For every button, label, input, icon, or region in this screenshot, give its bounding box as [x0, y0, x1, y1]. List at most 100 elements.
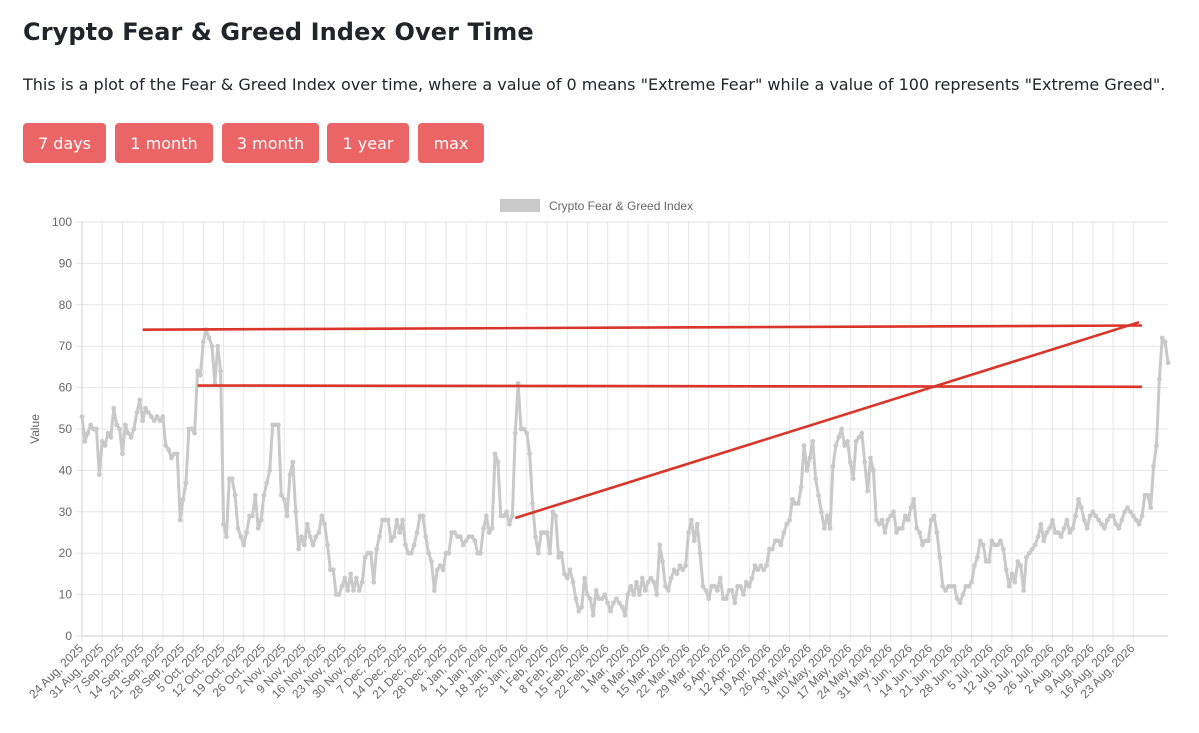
data-point — [411, 542, 417, 548]
data-point — [489, 525, 495, 531]
data-point — [1081, 517, 1087, 523]
data-point — [634, 579, 639, 585]
data-point — [307, 534, 313, 540]
data-point — [483, 513, 489, 519]
data-point — [111, 405, 117, 411]
data-point — [1041, 538, 1047, 544]
data-point — [1026, 550, 1032, 556]
annotation-line — [197, 384, 1143, 389]
data-point — [844, 439, 850, 444]
data-point — [452, 530, 457, 535]
data-point — [1000, 546, 1006, 552]
data-point — [180, 496, 186, 502]
data-point — [974, 554, 980, 560]
data-point — [316, 530, 322, 535]
data-point — [157, 418, 163, 424]
data-point — [264, 480, 270, 486]
data-point — [911, 496, 917, 502]
data-point — [371, 579, 377, 585]
data-point — [928, 517, 934, 523]
data-point — [166, 447, 172, 453]
data-point — [1110, 513, 1116, 519]
data-point — [703, 588, 709, 593]
data-point — [801, 443, 807, 448]
data-point — [457, 534, 463, 540]
data-point — [209, 343, 215, 349]
data-point — [1084, 525, 1090, 531]
data-point — [998, 538, 1003, 544]
data-point — [778, 542, 784, 548]
range-button-3-month[interactable]: 3 month — [222, 123, 319, 163]
data-point — [905, 517, 911, 523]
y-tick-label: 40 — [59, 463, 73, 477]
data-point — [336, 592, 342, 597]
data-point — [691, 538, 697, 544]
data-point — [836, 434, 842, 440]
data-point — [434, 567, 440, 573]
data-point — [377, 534, 382, 540]
data-point — [501, 513, 507, 519]
data-point — [625, 592, 631, 597]
data-point — [619, 604, 625, 610]
data-point — [221, 521, 226, 527]
data-point — [873, 517, 879, 523]
data-point — [472, 538, 478, 544]
data-point — [663, 583, 668, 589]
data-point — [758, 563, 764, 569]
range-button-1-month[interactable]: 1 month — [115, 123, 213, 163]
y-tick-label: 80 — [59, 298, 73, 312]
data-point — [206, 335, 212, 341]
data-point — [278, 492, 284, 498]
data-point — [85, 430, 91, 436]
data-point — [1058, 534, 1064, 540]
data-point — [553, 513, 559, 519]
data-point — [301, 542, 307, 548]
data-point — [810, 439, 816, 444]
range-button-1-year[interactable]: 1 year — [327, 123, 409, 163]
data-point — [576, 608, 582, 614]
data-point — [1003, 567, 1009, 573]
data-point — [183, 480, 189, 486]
data-point — [547, 550, 553, 556]
data-point — [1159, 335, 1165, 341]
data-point — [492, 451, 498, 457]
data-point — [287, 472, 293, 477]
range-button-7-days[interactable]: 7 days — [23, 123, 106, 163]
data-point — [509, 513, 515, 519]
data-point — [232, 492, 238, 498]
page-description: This is a plot of the Fear & Greed Index… — [23, 75, 1166, 94]
data-point — [715, 588, 720, 593]
data-point — [920, 542, 925, 548]
data-point — [1076, 496, 1081, 502]
data-point — [114, 422, 120, 428]
data-point — [1139, 513, 1145, 519]
data-point — [134, 410, 140, 415]
y-axis-title: Value — [28, 414, 42, 444]
y-tick-label: 90 — [59, 256, 73, 270]
data-point — [313, 534, 319, 540]
range-button-max[interactable]: max — [418, 123, 484, 163]
data-point — [723, 596, 729, 602]
data-point — [163, 443, 169, 448]
data-point — [969, 579, 974, 585]
data-point — [804, 468, 810, 473]
data-point — [342, 575, 348, 581]
data-point — [1099, 521, 1104, 527]
data-point — [351, 588, 356, 593]
data-point — [1104, 517, 1110, 523]
data-point — [648, 575, 654, 581]
data-point — [1032, 542, 1038, 548]
data-point — [934, 530, 940, 535]
data-point — [1128, 509, 1133, 515]
data-point — [651, 579, 657, 585]
data-point — [88, 422, 94, 428]
data-point — [977, 538, 983, 544]
data-point — [189, 426, 195, 432]
data-point — [602, 592, 608, 597]
data-point — [423, 534, 429, 540]
data-point — [821, 525, 827, 531]
data-point — [957, 600, 963, 606]
data-point — [79, 414, 85, 419]
data-point — [1096, 517, 1102, 523]
data-point — [769, 546, 775, 552]
